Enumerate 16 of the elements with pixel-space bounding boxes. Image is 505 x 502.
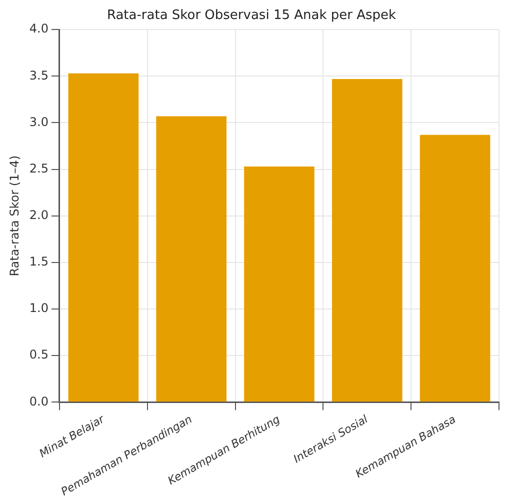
y-tick-label: 3.0 bbox=[29, 114, 48, 129]
y-tick-label: 2.5 bbox=[29, 161, 48, 176]
bar bbox=[156, 116, 226, 402]
y-tick-label: 0.5 bbox=[29, 348, 48, 362]
y-tick-label: 1.0 bbox=[29, 301, 48, 316]
bar bbox=[420, 134, 490, 402]
y-tick-label: 4.0 bbox=[29, 22, 48, 36]
y-tick-label: 0.0 bbox=[29, 394, 48, 408]
y-tick-label: 2.0 bbox=[29, 208, 48, 222]
chart-title: Rata-rata Skor Observasi 15 Anak per Aspek bbox=[106, 8, 397, 24]
bar bbox=[68, 73, 139, 402]
bar bbox=[244, 166, 314, 402]
bar bbox=[332, 78, 402, 402]
y-axis-title: Rata-rata Skor (1–4) bbox=[7, 155, 22, 276]
y-tick-label: 3.5 bbox=[29, 68, 48, 82]
y-tick-label: 1.5 bbox=[29, 254, 48, 269]
